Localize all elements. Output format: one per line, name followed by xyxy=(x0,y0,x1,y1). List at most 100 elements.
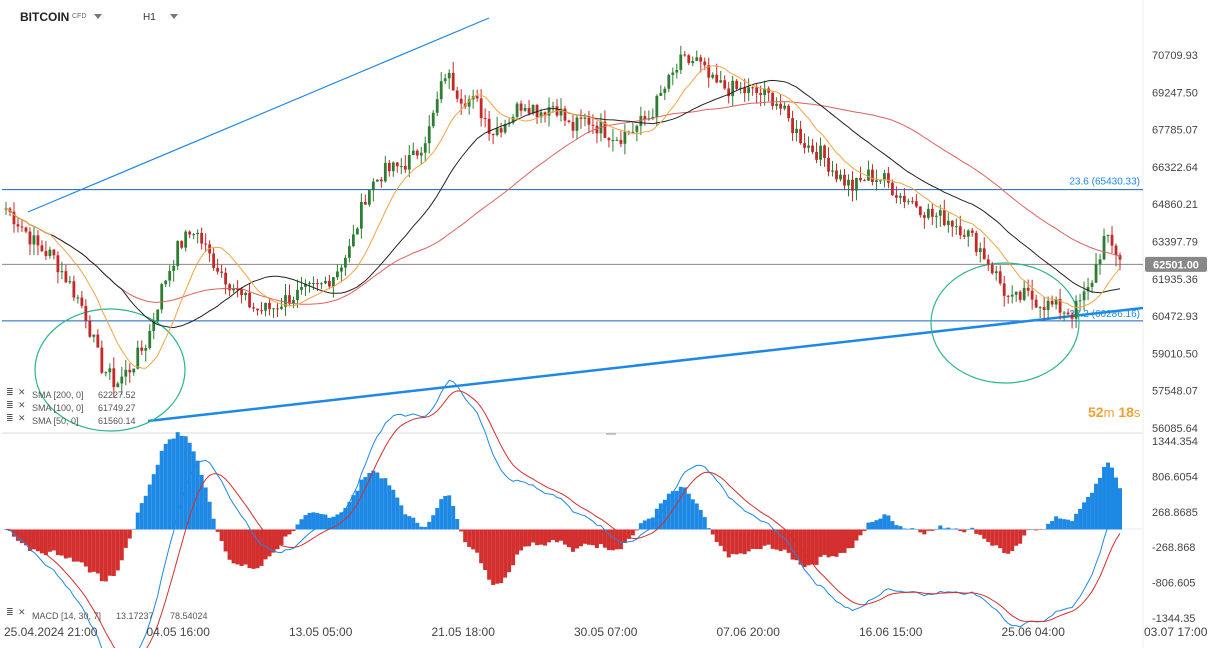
macd-histogram-bar xyxy=(914,529,919,530)
macd-histogram-bar xyxy=(854,529,859,541)
candle-body xyxy=(527,107,531,114)
macd-histogram-bar xyxy=(1050,521,1055,530)
macd-histogram-bar xyxy=(718,529,723,546)
candle-body xyxy=(244,292,247,296)
chevron-down-icon[interactable] xyxy=(94,14,102,19)
macd-histogram-bar xyxy=(722,529,727,552)
macd-histogram-bar xyxy=(602,529,607,548)
candle-body xyxy=(950,220,954,227)
upper-trendline[interactable] xyxy=(27,17,490,213)
macd-histogram-bar xyxy=(958,529,963,532)
candle-body xyxy=(930,208,934,217)
macd-histogram-bar xyxy=(363,477,368,530)
candle-body xyxy=(288,295,291,304)
candle-body xyxy=(144,348,148,351)
candle-body xyxy=(715,74,719,83)
candle-body xyxy=(332,277,335,287)
sma-100-legend-item[interactable]: ≣ ✕ SMA [100, 0] 61749.27 xyxy=(6,400,136,413)
macd-histogram-bar xyxy=(179,435,184,530)
candle-body xyxy=(176,241,180,266)
macd-histogram-bar xyxy=(379,478,384,530)
macd-histogram-bar xyxy=(95,529,100,574)
candle-body xyxy=(220,271,224,273)
sma-50-legend-item[interactable]: ≣ ✕ SMA [50, 0] 61560.14 xyxy=(6,413,136,426)
candle-body xyxy=(28,231,32,245)
menu-lines-icon[interactable]: ≣ xyxy=(6,400,14,410)
lower-trendline[interactable] xyxy=(147,306,1144,423)
candle-body xyxy=(300,286,303,290)
candle-body xyxy=(990,264,994,274)
candle-body xyxy=(603,121,607,138)
candle-body xyxy=(284,295,287,307)
candle-body xyxy=(447,72,451,79)
macd-histogram-bar xyxy=(1018,529,1023,544)
candle-body xyxy=(962,235,966,237)
macd-histogram-bar xyxy=(547,529,552,543)
candle-body xyxy=(423,143,427,153)
chevron-down-icon[interactable] xyxy=(170,14,178,19)
macd-histogram-bar xyxy=(790,529,795,560)
candle-body xyxy=(451,72,455,91)
candle-body xyxy=(1118,255,1122,260)
macd-histogram-bar xyxy=(1114,477,1119,530)
symbol-label[interactable]: BITCOIN xyxy=(20,10,70,24)
price-axis[interactable]: 70709.93 69247.50 67785.07 66322.64 64860.21… xyxy=(1152,50,1198,435)
candle-body xyxy=(635,125,639,132)
candle-body xyxy=(52,249,56,256)
time-tick-label: 25.04.2024 21:00 xyxy=(4,625,98,639)
macd-histogram-bar xyxy=(295,524,300,530)
macd-histogram-bar xyxy=(978,529,983,535)
candle-body xyxy=(415,150,419,156)
close-icon[interactable]: ✕ xyxy=(18,413,26,423)
menu-lines-icon[interactable]: ≣ xyxy=(6,413,14,423)
macd-legend[interactable]: ≣ ✕ MACD [14, 30, 7] 13.17237 78.54024 xyxy=(6,607,208,621)
macd-histogram-bar xyxy=(515,529,520,555)
candle-body xyxy=(811,145,814,152)
macd-histogram-bar xyxy=(738,529,743,554)
macd-histogram-bar xyxy=(59,529,64,556)
macd-histogram-bar xyxy=(926,529,931,531)
macd-histogram-bar xyxy=(694,503,699,530)
macd-histogram-bar xyxy=(762,529,767,546)
candle-body xyxy=(88,320,92,337)
candle-body xyxy=(759,93,763,96)
candle-body xyxy=(20,226,24,228)
timeframe-selector[interactable]: H1 xyxy=(143,12,156,23)
menu-lines-icon[interactable]: ≣ xyxy=(6,387,14,397)
macd-histogram-bar xyxy=(922,529,927,535)
macd-histogram-bar xyxy=(686,493,691,530)
highlight-ellipse-left[interactable] xyxy=(34,308,186,432)
macd-axis[interactable]: 1344.354 806.6054 268.8685 -268.868 -806.605… xyxy=(1152,436,1198,625)
time-tick-label: 07.06 20:00 xyxy=(717,625,781,639)
macd-histogram-bar xyxy=(630,529,635,536)
menu-lines-icon[interactable]: ≣ xyxy=(6,607,14,617)
candle-body xyxy=(228,284,231,291)
candle-body xyxy=(879,180,882,182)
candle-body xyxy=(910,201,914,203)
time-axis[interactable]: 25.04.2024 21:00 04.05 16:00 13.05 05:00 21… xyxy=(4,625,1208,639)
candle-body xyxy=(48,249,52,256)
candle-body xyxy=(459,98,463,104)
macd-histogram-bar xyxy=(271,529,276,553)
candle-body xyxy=(120,376,124,384)
candle-body xyxy=(1014,291,1018,295)
candle-body xyxy=(44,251,48,256)
macd-histogram-bar xyxy=(954,528,959,530)
price-tick-label: 64860.21 xyxy=(1152,199,1198,211)
highlight-ellipse-right[interactable] xyxy=(930,262,1080,384)
candle-body xyxy=(232,289,235,291)
close-icon[interactable]: ✕ xyxy=(18,607,26,617)
macd-histogram-bar xyxy=(471,529,476,550)
macd-histogram-bar xyxy=(626,529,631,539)
close-icon[interactable]: ✕ xyxy=(18,400,26,410)
macd-histogram-bar xyxy=(191,451,196,530)
candle-body xyxy=(112,368,116,388)
candle-body xyxy=(1102,236,1106,260)
macd-histogram-bar xyxy=(902,528,907,530)
time-tick-label: 13.05 05:00 xyxy=(289,625,353,639)
sma-200-legend-item[interactable]: ≣ ✕ SMA [200, 0] 62227.52 xyxy=(6,387,136,400)
close-icon[interactable]: ✕ xyxy=(18,387,26,397)
sma-50-label: SMA [50, 0] xyxy=(32,416,79,426)
macd-histogram-bar xyxy=(930,529,935,531)
